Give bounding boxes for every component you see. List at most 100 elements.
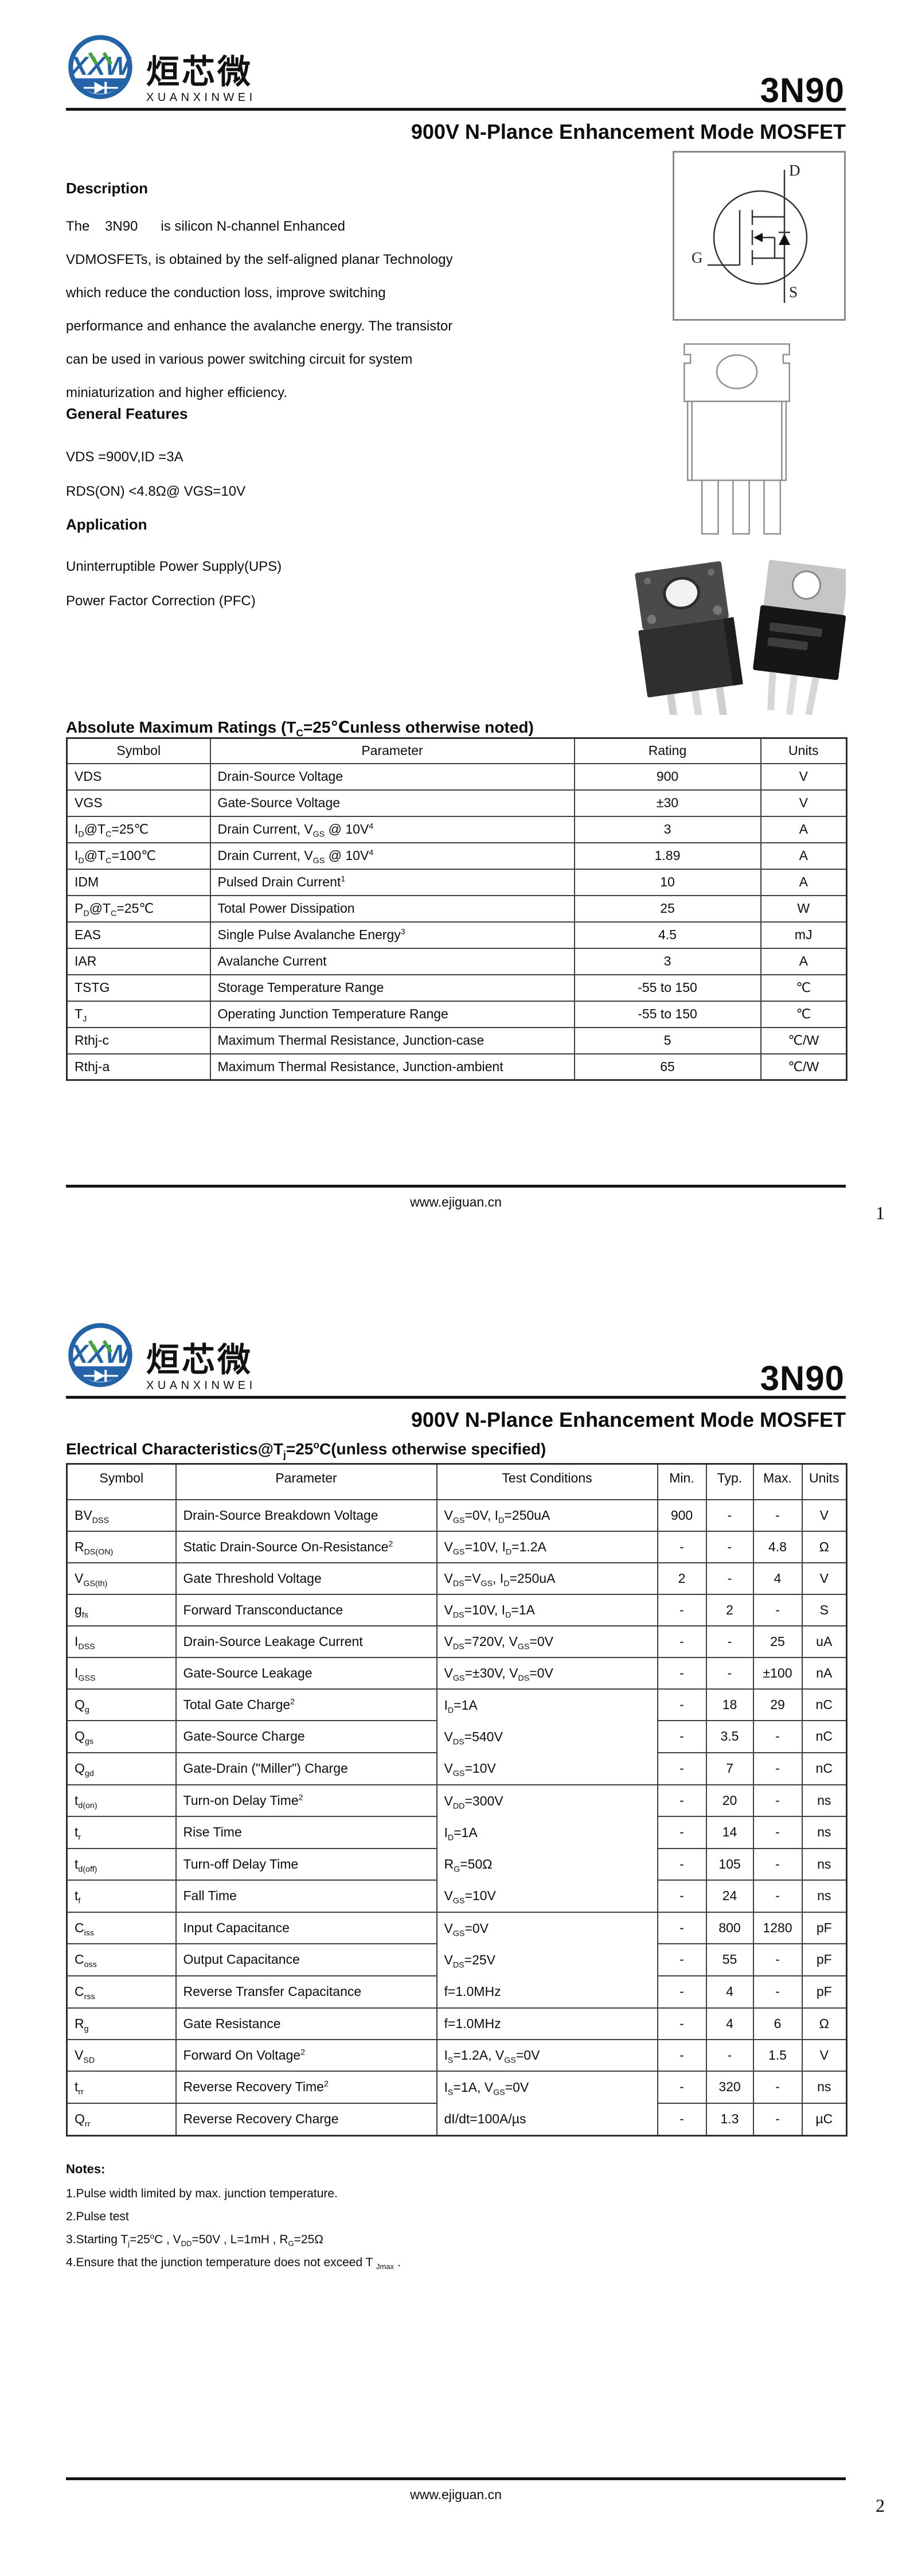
units-cell: pF <box>801 1975 847 2009</box>
parameter-cell: Drain-Source Voltage <box>209 762 575 791</box>
rating-cell: 4.5 <box>573 921 761 949</box>
units-cell: uA <box>801 1625 847 1658</box>
table-row: TSTG Storage Temperature Range -55 to 150 ℃ <box>66 974 847 1002</box>
page1-body: Description The 3N90 is silicon N-channe… <box>66 151 849 723</box>
table-row: Coss Output Capacitance -55- pF <box>66 1943 847 1976</box>
column-header: Test Conditions <box>436 1463 658 1500</box>
typ-cell: - <box>705 1562 754 1595</box>
symbol-cell: BVDSS <box>66 1499 177 1532</box>
test-conditions-cell: VDD=300V ID=1A RG=50Ω VGS=10V <box>436 1784 658 1913</box>
graphics-column: D G S <box>628 151 849 723</box>
units-cell: W <box>760 894 847 923</box>
symbol-cell: ID@TC=100℃ <box>66 842 211 870</box>
test-conditions-cell: VGS=0V, ID=250uA <box>436 1499 658 1532</box>
min-cell: - <box>657 2102 707 2137</box>
brand-name-cn: 烜芯微 <box>146 53 253 91</box>
table-row: RDS(ON) Static Drain-Source On-Resistance… <box>66 1530 847 1563</box>
max-cell: - <box>752 2102 803 2137</box>
min-cell: - <box>657 1720 707 1753</box>
min-cell: - <box>657 1625 707 1658</box>
abs-max-table: Symbol Parameter Rating Units VDS Drain-Sour… <box>66 737 847 1081</box>
description-heading: Description <box>66 180 149 197</box>
symbol-cell: Rthj-a <box>66 1053 211 1081</box>
symbol-cell: tr <box>66 1816 177 1849</box>
rating-cell: 65 <box>573 1053 761 1081</box>
typ-cell: 1.3 <box>705 2102 754 2137</box>
test-conditions-cell: VGS=0V VDS=25V f=1.0MHz <box>436 1911 658 2009</box>
table-row: tf Fall Time -24- ns <box>66 1880 847 1913</box>
max-cell: - <box>752 1593 803 1626</box>
units-cell: V <box>801 1499 847 1532</box>
package-photos <box>628 554 849 723</box>
mosfet-symbol-diagram: D G S <box>673 151 846 321</box>
drain-label: D <box>789 162 800 179</box>
column-header: Max. <box>752 1463 803 1500</box>
description-line: The 3N90 is silicon N-channel Enhanced <box>66 219 345 234</box>
parameter-cell: Gate-Source Voltage <box>209 789 575 817</box>
page-footer: www.ejiguan.cn 1 <box>66 1185 885 1223</box>
table-row: Crss Reverse Transfer Capacitance -4- pF <box>66 1975 847 2009</box>
units-cell: A <box>760 868 847 896</box>
parameter-cell: Avalanche Current <box>209 947 575 975</box>
parameter-cell: Total Gate Charge2 <box>175 1688 438 1722</box>
parameter-cell: Drain-Source Leakage Current <box>175 1625 438 1658</box>
rating-cell: 5 <box>573 1026 761 1054</box>
units-cell: pF <box>801 1943 847 1976</box>
max-cell: - <box>752 1943 803 1976</box>
source-label: S <box>789 283 798 301</box>
table-row: Rthj-a Maximum Thermal Resistance, Juncti… <box>66 1053 847 1081</box>
table-row: EAS Single Pulse Avalanche Energy3 4.5 mJ <box>66 921 847 949</box>
column-header: Min. <box>657 1463 707 1500</box>
max-cell: - <box>752 1720 803 1753</box>
symbol-cell: tf <box>66 1880 177 1913</box>
units-cell: ℃/W <box>760 1026 847 1054</box>
symbol-cell: ID@TC=25℃ <box>66 815 211 843</box>
max-cell: - <box>752 1816 803 1849</box>
symbol-cell: IDM <box>66 868 211 896</box>
table-row: tr Rise Time -14- ns <box>66 1816 847 1849</box>
max-cell: - <box>752 1752 803 1785</box>
parameter-cell: Gate Threshold Voltage <box>175 1562 438 1595</box>
rating-cell: 900 <box>573 762 761 791</box>
table-row: TJ Operating Junction Temperature Range -5… <box>66 1000 847 1028</box>
typ-cell: 55 <box>705 1943 754 1976</box>
units-cell: A <box>760 842 847 870</box>
units-cell: A <box>760 815 847 843</box>
table-row: IGSS Gate-Source Leakage VGS=±30V, VDS=0V -… <box>66 1656 847 1690</box>
units-cell: A <box>760 947 847 975</box>
symbol-cell: Rthj-c <box>66 1026 211 1054</box>
typ-cell: 24 <box>705 1880 754 1913</box>
units-cell: ℃/W <box>760 1053 847 1081</box>
note-line: 4.Ensure that the junction temperature d… <box>66 2255 401 2271</box>
typ-cell: 18 <box>705 1688 754 1722</box>
max-cell: 25 <box>752 1625 803 1658</box>
svg-text:XXW: XXW <box>69 1339 132 1368</box>
application-line: Uninterruptible Power Supply(UPS) <box>66 559 282 574</box>
parameter-cell: Reverse Recovery Time2 <box>175 2070 438 2104</box>
doc-title: 900V N-Plance Enhancement Mode MOSFET <box>411 120 846 143</box>
brand-name-en: XUANXINWEI <box>146 91 256 104</box>
page-header: XXW 烜芯微 XUANXINWEI 3N90 <box>66 35 846 111</box>
footer-url: www.ejiguan.cn <box>410 1194 502 1209</box>
units-cell: V <box>801 1562 847 1595</box>
typ-cell: 14 <box>705 1816 754 1849</box>
brand-name: 烜芯微 XUANXINWEI <box>146 56 256 104</box>
parameter-cell: Turn-on Delay Time2 <box>175 1784 438 1817</box>
symbol-cell: VDS <box>66 762 211 791</box>
description-line: miniaturization and higher efficiency. <box>66 385 287 400</box>
text-column: Description The 3N90 is silicon N-channe… <box>66 151 467 718</box>
symbol-cell: gfs <box>66 1593 177 1626</box>
abs-max-table-head: Symbol Parameter Rating Units <box>66 737 847 764</box>
min-cell: - <box>657 1975 707 2009</box>
feature-line: RDS(ON) <4.8Ω@ VGS=10V <box>66 484 246 499</box>
symbol-cell: PD@TC=25℃ <box>66 894 211 923</box>
footer-url: www.ejiguan.cn <box>410 2487 502 2502</box>
units-cell: pF <box>801 1911 847 1945</box>
parameter-cell: Turn-off Delay Time <box>175 1847 438 1881</box>
notes-heading: Notes: <box>66 2161 106 2176</box>
min-cell: - <box>657 1943 707 1976</box>
table-row: Rg Gate Resistance f=1.0MHz -4 6 Ω <box>66 2007 847 2040</box>
typ-cell: - <box>705 1656 754 1690</box>
units-cell: ns <box>801 2070 847 2104</box>
symbol-cell: TSTG <box>66 974 211 1002</box>
